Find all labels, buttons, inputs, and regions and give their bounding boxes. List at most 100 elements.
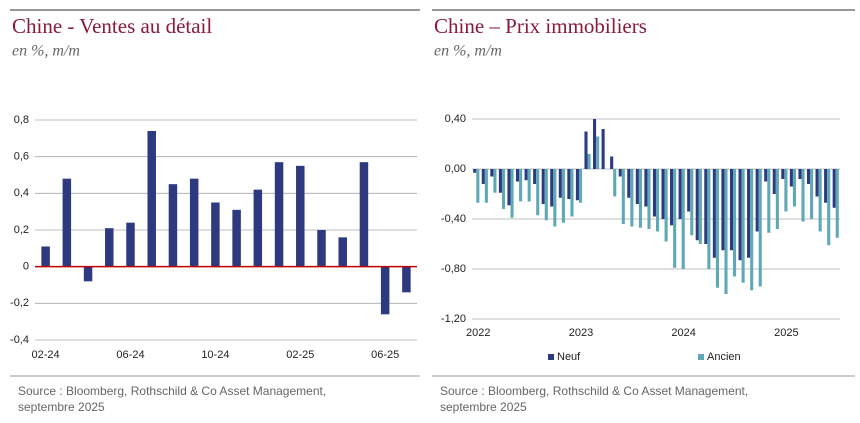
bar [473,169,477,173]
bar [661,169,665,219]
y-tick-label: 0,6 [14,151,29,163]
bar [536,169,540,216]
bar [664,169,668,242]
bar [789,169,793,187]
bar [274,162,284,267]
bar [704,169,708,244]
bar [715,169,719,288]
bar [561,169,565,223]
bar [613,169,617,197]
bar [673,169,677,268]
bar [652,169,656,217]
y-tick-label: -0,40 [441,213,466,225]
bar [681,169,685,269]
bar [519,169,523,202]
bar [656,169,660,232]
bar [575,169,579,201]
bar [775,169,779,229]
bar [618,169,622,177]
chart-subtitle: en %, m/m [434,43,502,60]
bar [501,169,506,209]
y-tick-label: 0 [23,261,29,273]
bar [610,156,614,169]
x-tick-label: 06-25 [371,349,399,361]
bar [647,169,651,229]
bar [724,169,728,294]
y-tick-label: 0,40 [445,113,466,125]
source-note: Source : Bloomberg, Rothschild & Co Asse… [18,384,326,414]
bar [824,169,828,203]
bar [695,169,699,241]
bar [707,169,711,269]
bar [41,246,50,267]
bar [147,131,156,267]
bar [670,169,674,226]
bar [507,169,511,206]
bar [476,169,480,203]
bar [380,266,390,315]
legend-swatch [548,354,554,360]
bar [533,169,537,184]
bar [690,169,694,236]
bar [211,202,220,267]
bar [601,129,605,169]
chart-subtitle: en %, m/m [12,43,80,60]
y-tick-label: 0,00 [445,163,466,175]
bar [596,136,600,169]
bar [832,169,836,208]
bar [515,169,520,182]
bar [767,169,771,233]
y-tick-label: -1,20 [441,313,466,325]
bar [490,169,494,177]
bar [755,169,759,232]
bar [733,169,737,277]
bar [792,169,797,207]
bar [558,169,562,198]
bar [729,169,734,251]
bar [835,169,839,238]
bar [553,169,557,227]
bar [798,169,802,179]
bar [317,230,326,267]
bar [738,169,742,261]
y-tick-label: -0,4 [10,334,29,346]
bar [550,169,554,207]
bar [168,184,178,267]
bar [570,169,574,217]
bar [721,169,725,251]
bar [587,154,591,169]
bar [484,169,488,203]
legend-swatch [698,354,704,360]
bar [806,169,811,184]
y-tick-label: -0,80 [441,263,466,275]
bar [781,169,785,179]
bar [402,266,411,293]
bar [784,169,788,212]
bar [772,169,776,194]
bar [524,169,528,181]
bar [678,169,682,219]
x-tick-label: 2024 [671,327,695,339]
chart-title: Chine - Ventes au détail [12,14,212,38]
x-tick-label: 02-24 [32,349,60,361]
chart-title: Chine – Prix immobiliers [434,14,647,38]
x-tick-label: 06-24 [116,349,144,361]
bar [527,169,531,202]
bar [232,209,241,267]
bar [810,169,814,219]
y-tick-label: 0,4 [14,187,29,199]
legend-label: Neuf [557,351,581,363]
bar [189,178,199,267]
bar [627,169,631,198]
y-tick-label: -0,2 [10,297,29,309]
bar [818,169,822,232]
bar [764,169,768,182]
x-tick-label: 02-25 [286,349,314,361]
bar [578,169,583,203]
bar [638,169,642,228]
bar [741,169,745,283]
bar [698,169,702,244]
bar [493,169,497,193]
bar [541,169,545,204]
